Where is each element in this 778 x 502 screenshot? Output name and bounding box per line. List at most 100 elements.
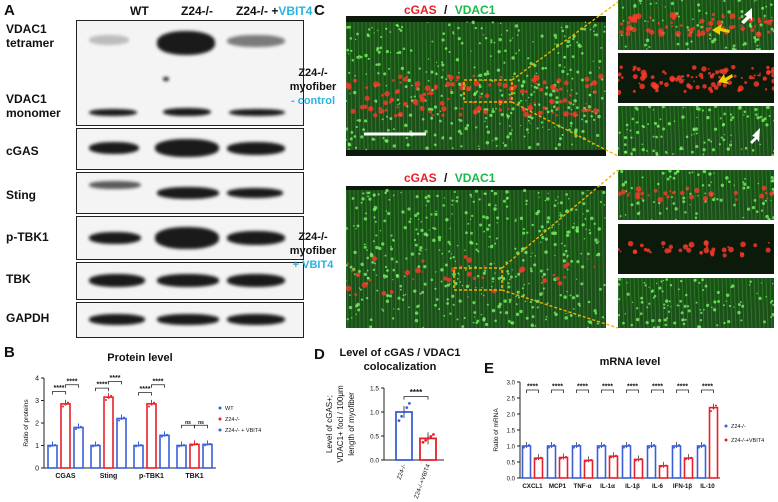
red-dot bbox=[750, 28, 755, 33]
green-dot bbox=[538, 103, 541, 106]
red-dot bbox=[733, 74, 737, 78]
green-dot bbox=[562, 252, 566, 257]
red-dot bbox=[569, 93, 572, 97]
red-dot bbox=[627, 240, 634, 247]
green-dot bbox=[717, 300, 721, 303]
green-dot bbox=[653, 294, 657, 298]
striation bbox=[749, 170, 753, 220]
green-dot bbox=[585, 228, 587, 231]
red-dot bbox=[688, 241, 695, 248]
data-point bbox=[94, 444, 97, 447]
green-dot bbox=[444, 47, 448, 50]
green-dot bbox=[485, 125, 488, 128]
green-dot bbox=[540, 282, 543, 284]
green-dot bbox=[719, 198, 723, 202]
red-dot bbox=[542, 80, 547, 85]
striation bbox=[765, 170, 769, 220]
green-dot bbox=[680, 279, 683, 283]
green-dot bbox=[515, 303, 518, 306]
green-dot bbox=[424, 129, 428, 134]
green-dot bbox=[416, 212, 420, 215]
green-dot bbox=[359, 288, 362, 291]
red-dot bbox=[428, 109, 433, 114]
data-point bbox=[196, 442, 198, 445]
green-dot bbox=[353, 90, 357, 95]
green-dot bbox=[388, 294, 392, 298]
red-dot bbox=[459, 107, 461, 110]
red-dot bbox=[698, 72, 704, 78]
y-tick-label: 1.0 bbox=[370, 410, 379, 417]
data-point bbox=[585, 460, 587, 463]
green-dot bbox=[440, 94, 443, 98]
bar bbox=[646, 445, 657, 479]
red-dot bbox=[399, 81, 402, 84]
green-dot bbox=[620, 170, 624, 174]
red-dot bbox=[539, 87, 544, 92]
green-dot bbox=[349, 294, 351, 297]
significance-bracket bbox=[601, 389, 614, 393]
striation bbox=[629, 278, 633, 328]
green-dot bbox=[452, 32, 455, 35]
green-dot bbox=[664, 323, 668, 327]
green-dot bbox=[582, 27, 587, 31]
green-dot bbox=[517, 272, 521, 276]
green-dot bbox=[683, 304, 687, 308]
striation bbox=[453, 21, 457, 151]
red-dot bbox=[373, 81, 379, 88]
green-dot bbox=[505, 113, 508, 116]
green-dot bbox=[475, 243, 478, 246]
green-dot bbox=[586, 209, 589, 213]
green-dot bbox=[502, 142, 505, 144]
red-dot bbox=[555, 114, 559, 117]
green-dot bbox=[689, 192, 692, 195]
red-dot bbox=[632, 249, 638, 255]
data-point bbox=[92, 445, 94, 448]
green-dot bbox=[668, 300, 671, 303]
green-dot bbox=[473, 316, 476, 318]
green-dot bbox=[630, 152, 633, 156]
data-point bbox=[587, 459, 590, 462]
green-dot bbox=[506, 270, 510, 273]
y-tick-label: 2.0 bbox=[507, 413, 516, 419]
data-point bbox=[206, 443, 209, 446]
panel-letter-c: C bbox=[314, 2, 325, 19]
green-dot bbox=[546, 110, 550, 114]
green-dot bbox=[725, 176, 729, 180]
green-dot bbox=[588, 71, 592, 75]
green-dot bbox=[450, 90, 454, 95]
green-dot bbox=[688, 171, 691, 175]
red-dot bbox=[629, 17, 636, 23]
red-dot bbox=[529, 113, 533, 117]
green-dot bbox=[740, 319, 743, 322]
striation bbox=[649, 0, 653, 50]
green-dot bbox=[660, 135, 663, 138]
green-dot bbox=[661, 106, 665, 109]
green-dot bbox=[494, 272, 496, 274]
green-dot bbox=[392, 268, 396, 272]
red-dot bbox=[415, 267, 421, 274]
green-dot bbox=[603, 283, 606, 287]
green-dot bbox=[545, 86, 549, 89]
red-dot bbox=[549, 99, 555, 105]
green-dot bbox=[427, 194, 429, 196]
significance-bracket bbox=[551, 389, 564, 393]
y-tick-label: 1.5 bbox=[370, 386, 379, 393]
green-dot bbox=[676, 42, 680, 46]
green-dot bbox=[500, 112, 504, 117]
red-dot bbox=[391, 98, 394, 102]
green-dot bbox=[407, 134, 409, 136]
green-dot bbox=[588, 93, 592, 97]
red-dot bbox=[589, 83, 593, 87]
green-dot bbox=[524, 250, 528, 255]
data-point bbox=[123, 416, 125, 419]
red-dot bbox=[403, 101, 408, 107]
data-point bbox=[685, 458, 687, 461]
bar bbox=[159, 434, 170, 469]
green-dot bbox=[435, 72, 438, 74]
green-dot bbox=[537, 83, 541, 87]
micro-label-control-l1: Z24-/- bbox=[298, 67, 328, 79]
green-dot bbox=[361, 197, 365, 201]
green-dot bbox=[475, 287, 477, 289]
red-dot bbox=[690, 75, 694, 79]
green-dot bbox=[552, 105, 556, 109]
